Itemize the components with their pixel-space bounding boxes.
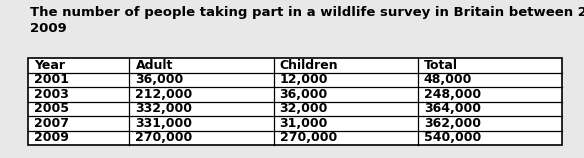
Text: 48,000: 48,000 xyxy=(424,73,472,86)
Text: 2007: 2007 xyxy=(34,117,69,130)
Text: 270,000: 270,000 xyxy=(280,131,337,144)
Bar xyxy=(28,58,562,145)
Text: Year: Year xyxy=(34,59,65,72)
Text: 270,000: 270,000 xyxy=(135,131,193,144)
Text: The number of people taking part in a wildlife survey in Britain between 2001 an: The number of people taking part in a wi… xyxy=(30,6,584,36)
Text: 2001: 2001 xyxy=(34,73,69,86)
Text: 36,000: 36,000 xyxy=(280,88,328,101)
Text: 332,000: 332,000 xyxy=(135,102,193,115)
Text: 12,000: 12,000 xyxy=(280,73,328,86)
Text: 2005: 2005 xyxy=(34,102,69,115)
Text: 364,000: 364,000 xyxy=(424,102,481,115)
Text: 362,000: 362,000 xyxy=(424,117,481,130)
Text: 212,000: 212,000 xyxy=(135,88,193,101)
Text: 248,000: 248,000 xyxy=(424,88,481,101)
Text: 36,000: 36,000 xyxy=(135,73,184,86)
Text: 540,000: 540,000 xyxy=(424,131,481,144)
Text: 2003: 2003 xyxy=(34,88,69,101)
Text: 331,000: 331,000 xyxy=(135,117,193,130)
Text: Adult: Adult xyxy=(135,59,173,72)
Text: 31,000: 31,000 xyxy=(280,117,328,130)
Text: Total: Total xyxy=(424,59,458,72)
Text: 2009: 2009 xyxy=(34,131,69,144)
Text: Children: Children xyxy=(280,59,338,72)
Text: 32,000: 32,000 xyxy=(280,102,328,115)
